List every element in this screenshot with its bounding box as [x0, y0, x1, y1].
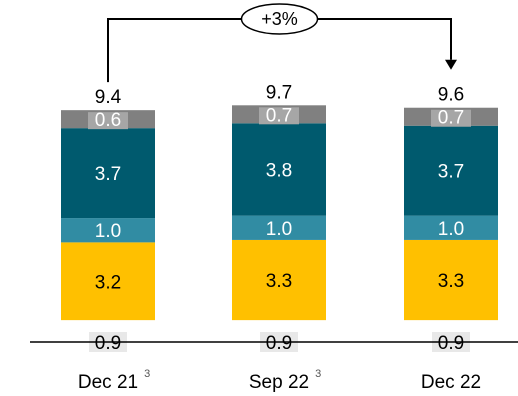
bar-dark-teal-segment — [232, 123, 326, 216]
bar-yellow-segment — [61, 242, 155, 321]
grey-label-box — [88, 112, 128, 130]
value-label-dark-teal-segment: 3.7 — [95, 164, 121, 185]
bar-light-teal-segment — [404, 215, 498, 240]
grey-label-box — [431, 109, 471, 127]
value-label-others-segment: 0.9 — [95, 333, 121, 354]
category-label: Sep 22 — [249, 372, 309, 393]
value-label-grey-segment: 0.7 — [438, 108, 464, 129]
bar-yellow-segment — [232, 239, 326, 321]
total-label: 9.4 — [95, 87, 122, 108]
value-label-dark-teal-segment: 3.7 — [438, 162, 464, 183]
value-label-light-teal-segment: 1.0 — [95, 221, 121, 242]
grey-label-box — [259, 107, 299, 125]
total-label: 9.6 — [438, 85, 464, 106]
category-label: Dec 21 — [78, 372, 138, 393]
category-labels: Dec 21 3 Sep 22 3 Dec 22 — [78, 368, 481, 393]
bar-dark-teal-segment — [61, 128, 155, 219]
bar-yellow-segment — [404, 239, 498, 321]
value-label-yellow-segment: 3.3 — [266, 271, 292, 292]
value-label-dark-teal-segment: 3.8 — [266, 160, 292, 181]
value-label-others-segment: 0.9 — [266, 333, 292, 354]
bar-light-teal-segment — [61, 218, 155, 243]
value-label-others-segment: 0.9 — [438, 333, 464, 354]
category-superscript: 3 — [315, 368, 321, 380]
growth-arrowhead — [445, 59, 457, 70]
value-label-grey-segment: 0.7 — [266, 105, 292, 126]
value-label-light-teal-segment: 1.0 — [438, 219, 464, 240]
value-label-grey-segment: 0.6 — [95, 110, 121, 131]
bar-light-teal-segment — [232, 215, 326, 240]
bars-layer — [61, 105, 498, 352]
labels-layer: 0.93.21.03.70.69.40.93.31.03.80.79.70.93… — [95, 82, 464, 354]
growth-annotation: +3% — [107, 3, 457, 83]
value-label-yellow-segment: 3.2 — [95, 272, 121, 293]
total-label: 9.7 — [266, 82, 292, 103]
category-label: Dec 22 — [421, 372, 481, 393]
growth-label: +3% — [261, 9, 298, 29]
bar-dark-teal-segment — [404, 125, 498, 216]
value-label-yellow-segment: 3.3 — [438, 271, 464, 292]
category-superscript: 3 — [144, 368, 150, 380]
growth-ellipse — [240, 3, 319, 35]
value-label-light-teal-segment: 1.0 — [266, 219, 292, 240]
